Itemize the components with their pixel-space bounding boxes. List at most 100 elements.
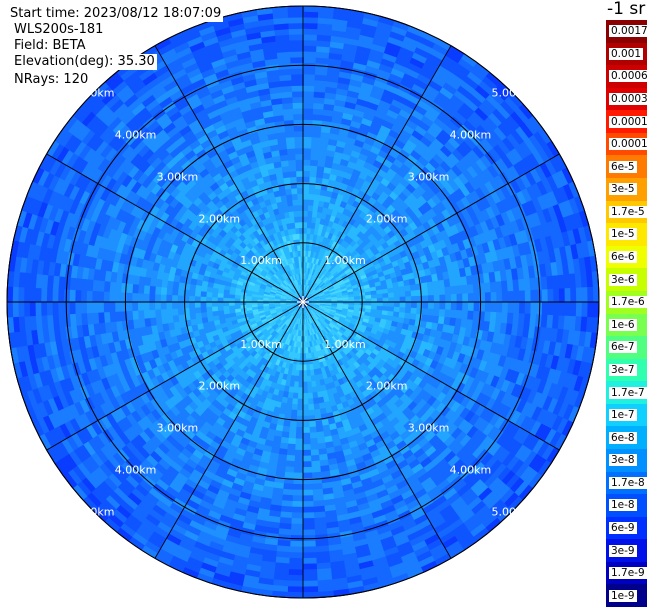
field-gate-cell bbox=[427, 420, 439, 432]
field-gate-cell bbox=[421, 166, 433, 178]
field-gate-cell bbox=[341, 220, 350, 229]
field-gate-cell bbox=[459, 157, 472, 171]
field-gate-cell bbox=[317, 28, 333, 36]
field-gate-cell bbox=[530, 289, 537, 303]
field-gate-cell bbox=[367, 425, 378, 435]
field-gate-cell bbox=[318, 307, 325, 311]
field-gate-cell bbox=[283, 356, 289, 363]
field-gate-cell bbox=[330, 404, 339, 413]
field-gate-cell bbox=[270, 393, 278, 402]
field-gate-cell bbox=[286, 443, 296, 451]
field-gate-cell bbox=[310, 449, 320, 456]
field-gate-cell bbox=[183, 307, 190, 315]
field-gate-cell bbox=[314, 74, 328, 82]
field-gate-cell bbox=[478, 102, 494, 118]
field-gate-cell bbox=[303, 290, 305, 297]
field-gate-cell bbox=[386, 168, 398, 178]
field-gate-cell bbox=[315, 312, 321, 318]
field-gate-cell bbox=[445, 226, 455, 238]
field-gate-cell bbox=[444, 286, 452, 296]
field-gate-cell bbox=[307, 318, 311, 325]
field-gate-cell bbox=[400, 163, 412, 175]
field-gate-cell bbox=[323, 311, 330, 316]
field-gate-cell bbox=[216, 488, 230, 499]
field-gate-cell bbox=[332, 439, 342, 448]
field-gate-cell bbox=[269, 452, 279, 460]
field-gate-cell bbox=[552, 275, 560, 290]
field-gate-cell bbox=[398, 108, 413, 120]
field-gate-cell bbox=[308, 302, 315, 305]
field-gate-cell bbox=[530, 363, 540, 379]
field-gate-cell bbox=[460, 140, 474, 155]
field-gate-cell bbox=[432, 337, 441, 347]
field-gate-cell bbox=[267, 374, 275, 383]
field-gate-cell bbox=[339, 261, 346, 268]
field-gate-cell bbox=[311, 269, 316, 276]
field-gate-cell bbox=[377, 578, 395, 589]
field-gate-cell bbox=[311, 263, 316, 270]
field-gate-cell bbox=[433, 294, 440, 303]
field-gate-cell bbox=[391, 143, 403, 155]
field-gate-cell bbox=[344, 346, 352, 354]
field-gate-cell bbox=[396, 168, 408, 179]
field-gate-cell bbox=[316, 34, 333, 42]
field-gate-cell bbox=[338, 281, 345, 286]
field-gate-cell bbox=[322, 335, 328, 342]
field-gate-cell bbox=[304, 261, 308, 268]
field-gate-cell bbox=[354, 543, 370, 554]
field-gate-cell bbox=[310, 454, 320, 462]
field-gate-cell bbox=[437, 316, 445, 325]
field-gate-cell bbox=[431, 548, 449, 562]
field-gate-cell bbox=[309, 346, 314, 353]
field-gate-cell bbox=[552, 384, 564, 402]
field-gate-cell bbox=[431, 194, 442, 206]
field-gate-cell bbox=[329, 127, 341, 136]
field-gate-cell bbox=[268, 356, 275, 364]
field-gate-cell bbox=[405, 410, 416, 422]
field-gate-cell bbox=[313, 284, 319, 290]
field-gate-cell bbox=[465, 319, 474, 330]
field-gate-cell bbox=[402, 72, 418, 85]
field-gate-cell bbox=[377, 494, 392, 505]
field-gate-cell bbox=[289, 529, 303, 536]
field-gate-cell bbox=[229, 565, 247, 576]
field-gate-cell bbox=[442, 124, 457, 138]
field-gate-cell bbox=[329, 310, 336, 315]
field-gate-cell bbox=[286, 586, 303, 593]
field-gate-cell bbox=[288, 552, 303, 559]
field-gate-cell bbox=[316, 278, 322, 285]
field-gate-cell bbox=[314, 345, 319, 352]
field-gate-cell bbox=[381, 288, 389, 294]
field-gate-cell bbox=[305, 284, 308, 291]
field-gate-cell bbox=[474, 223, 485, 236]
field-gate-cell bbox=[541, 222, 552, 239]
field-gate-cell bbox=[320, 126, 332, 134]
field-gate-cell bbox=[296, 324, 300, 331]
field-gate-cell bbox=[309, 287, 315, 294]
field-gate-cell bbox=[431, 74, 447, 88]
field-gate-cell bbox=[410, 463, 424, 475]
field-gate-cell bbox=[397, 546, 415, 558]
field-gate-cell bbox=[425, 187, 437, 199]
field-gate-cell bbox=[561, 329, 570, 345]
field-gate-cell bbox=[307, 305, 313, 310]
field-gate-cell bbox=[406, 424, 418, 436]
field-gate-cell bbox=[271, 584, 289, 593]
field-gate-cell bbox=[219, 550, 236, 561]
field-gate-cell bbox=[361, 576, 379, 587]
field-gate-cell bbox=[305, 291, 309, 297]
field-gate-cell bbox=[450, 191, 462, 204]
field-gate-cell bbox=[469, 328, 478, 340]
field-gate-cell bbox=[416, 302, 423, 309]
field-gate-cell bbox=[416, 332, 425, 342]
field-gate-cell bbox=[447, 325, 456, 335]
field-gate-cell bbox=[419, 181, 431, 192]
field-gate-cell bbox=[275, 424, 284, 432]
field-gate-cell bbox=[434, 232, 444, 243]
field-gate-cell bbox=[505, 195, 517, 211]
field-gate-cell bbox=[483, 410, 496, 424]
field-gate-cell bbox=[384, 83, 399, 95]
field-gate-cell bbox=[331, 583, 349, 592]
field-gate-cell bbox=[154, 293, 161, 302]
field-gate-cell bbox=[328, 549, 344, 558]
